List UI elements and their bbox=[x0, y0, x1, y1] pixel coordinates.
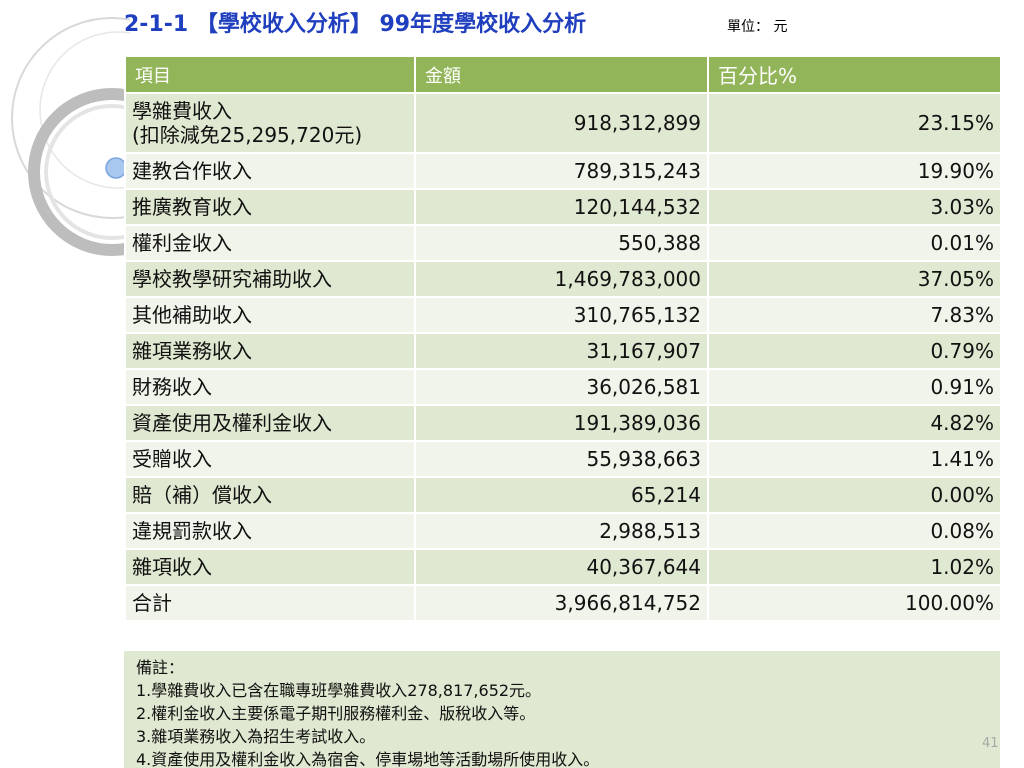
amount-cell: 1,469,783,000 bbox=[414, 260, 709, 298]
amount-cell: 65,214 bbox=[414, 476, 709, 514]
table-row: 其他補助收入 310,765,132 7.83% bbox=[124, 296, 1002, 334]
note-line: 1.學雜費收入已含在職專班學雜費收入278,817,652元。 bbox=[136, 681, 542, 700]
item-cell: 權利金收入 bbox=[124, 224, 416, 262]
table-row-total: 合計 3,966,814,752 100.00% bbox=[124, 584, 1002, 622]
income-table: 項目 金額 百分比% 學雜費收入 (扣除減免25,295,720元) 918,31… bbox=[124, 55, 1002, 622]
note-line: 2.權利金收入主要係電子期刊服務權利金、版稅收入等。 bbox=[136, 704, 536, 723]
table-row: 權利金收入 550,388 0.01% bbox=[124, 224, 1002, 262]
item-subnote: (扣除減免25,295,720元) bbox=[132, 123, 363, 147]
notes-section: 備註： 1.學雜費收入已含在職專班學雜費收入278,817,652元。 2.權利… bbox=[124, 651, 1000, 768]
amount-cell: 550,388 bbox=[414, 224, 709, 262]
notes-heading: 備註： bbox=[136, 658, 185, 677]
percent-cell: 0.00% bbox=[707, 476, 1002, 514]
total-label: 合計 bbox=[124, 584, 416, 622]
percent-cell: 0.01% bbox=[707, 224, 1002, 262]
column-header-amount: 金額 bbox=[414, 55, 709, 94]
table-header-row: 項目 金額 百分比% bbox=[124, 55, 1002, 94]
item-cell: 違規罰款收入 bbox=[124, 512, 416, 550]
percent-cell: 37.05% bbox=[707, 260, 1002, 298]
item-cell: 其他補助收入 bbox=[124, 296, 416, 334]
table-row: 學校教學研究補助收入 1,469,783,000 37.05% bbox=[124, 260, 1002, 298]
percent-cell: 4.82% bbox=[707, 404, 1002, 442]
column-header-percent: 百分比% bbox=[707, 55, 1002, 94]
total-percent: 100.00% bbox=[707, 584, 1002, 622]
percent-cell: 0.79% bbox=[707, 332, 1002, 370]
table-row: 雜項業務收入 31,167,907 0.79% bbox=[124, 332, 1002, 370]
percent-cell: 3.03% bbox=[707, 188, 1002, 226]
item-cell: 賠（補）償收入 bbox=[124, 476, 416, 514]
amount-cell: 36,026,581 bbox=[414, 368, 709, 406]
item-cell: 學校教學研究補助收入 bbox=[124, 260, 416, 298]
table-row: 學雜費收入 (扣除減免25,295,720元) 918,312,899 23.15… bbox=[124, 92, 1002, 154]
item-cell: 建教合作收入 bbox=[124, 152, 416, 190]
table-row: 資產使用及權利金收入 191,389,036 4.82% bbox=[124, 404, 1002, 442]
table-row: 推廣教育收入 120,144,532 3.03% bbox=[124, 188, 1002, 226]
item-cell: 雜項業務收入 bbox=[124, 332, 416, 370]
amount-cell: 55,938,663 bbox=[414, 440, 709, 478]
item-cell: 雜項收入 bbox=[124, 548, 416, 586]
note-line: 3.雜項業務收入為招生考試收入。 bbox=[136, 727, 376, 746]
amount-cell: 120,144,532 bbox=[414, 188, 709, 226]
percent-cell: 1.02% bbox=[707, 548, 1002, 586]
percent-cell: 7.83% bbox=[707, 296, 1002, 334]
amount-cell: 2,988,513 bbox=[414, 512, 709, 550]
column-header-item: 項目 bbox=[124, 55, 416, 94]
percent-cell: 23.15% bbox=[707, 92, 1002, 154]
item-cell: 資產使用及權利金收入 bbox=[124, 404, 416, 442]
amount-cell: 40,367,644 bbox=[414, 548, 709, 586]
total-amount: 3,966,814,752 bbox=[414, 584, 709, 622]
table-row: 受贈收入 55,938,663 1.41% bbox=[124, 440, 1002, 478]
percent-cell: 1.41% bbox=[707, 440, 1002, 478]
table-row: 建教合作收入 789,315,243 19.90% bbox=[124, 152, 1002, 190]
amount-cell: 789,315,243 bbox=[414, 152, 709, 190]
percent-cell: 19.90% bbox=[707, 152, 1002, 190]
page-number: 41 bbox=[982, 736, 999, 751]
table-row: 財務收入 36,026,581 0.91% bbox=[124, 368, 1002, 406]
accent-dot bbox=[105, 157, 127, 179]
page-title: 2-1-1 【學校收入分析】 99年度學校收入分析 bbox=[124, 12, 587, 37]
table-row: 賠（補）償收入 65,214 0.00% bbox=[124, 476, 1002, 514]
amount-cell: 310,765,132 bbox=[414, 296, 709, 334]
table-row: 違規罰款收入 2,988,513 0.08% bbox=[124, 512, 1002, 550]
percent-cell: 0.08% bbox=[707, 512, 1002, 550]
percent-cell: 0.91% bbox=[707, 368, 1002, 406]
item-cell: 財務收入 bbox=[124, 368, 416, 406]
unit-label: 單位： 元 bbox=[727, 19, 788, 35]
amount-cell: 918,312,899 bbox=[414, 92, 709, 154]
amount-cell: 191,389,036 bbox=[414, 404, 709, 442]
note-line: 4.資產使用及權利金收入為宿舍、停車場地等活動場所使用收入。 bbox=[136, 750, 600, 768]
item-name: 學雜費收入 bbox=[132, 99, 232, 123]
item-cell: 推廣教育收入 bbox=[124, 188, 416, 226]
item-cell: 受贈收入 bbox=[124, 440, 416, 478]
decorative-circles bbox=[11, 17, 130, 256]
table-row: 雜項收入 40,367,644 1.02% bbox=[124, 548, 1002, 586]
item-cell: 學雜費收入 (扣除減免25,295,720元) bbox=[124, 92, 416, 154]
amount-cell: 31,167,907 bbox=[414, 332, 709, 370]
